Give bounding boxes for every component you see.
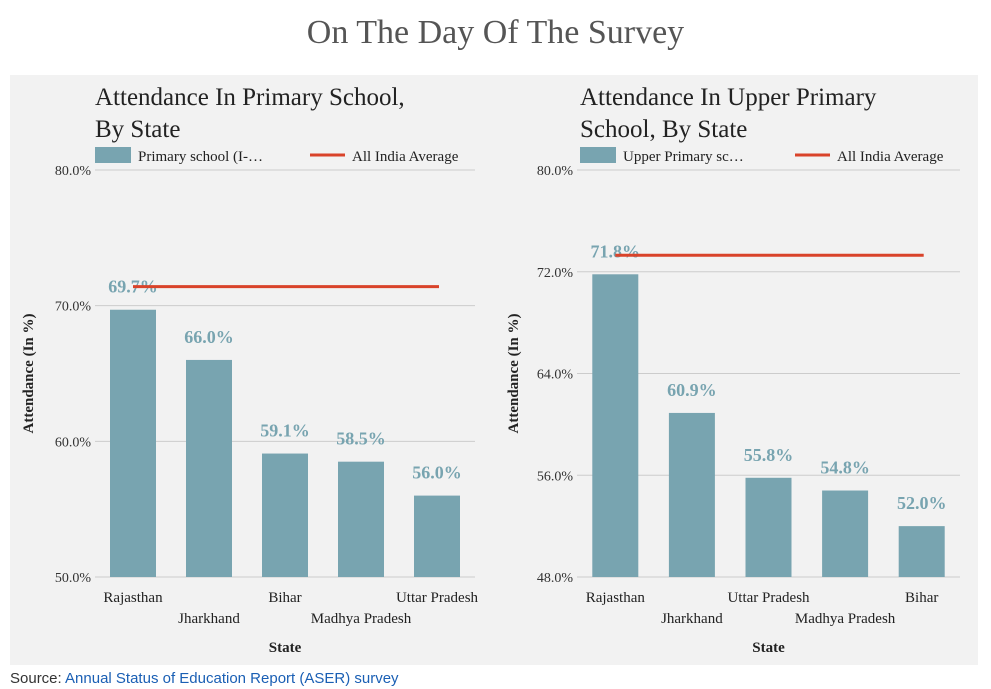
- chart-title: By State: [95, 116, 180, 143]
- legend-bar-swatch: [580, 147, 616, 163]
- x-tick-label: Bihar: [905, 590, 938, 606]
- y-tick-label: 50.0%: [55, 571, 92, 586]
- y-tick-label: 48.0%: [537, 571, 574, 586]
- legend-bar-label: Upper Primary sc…: [623, 149, 744, 165]
- x-tick-label: Jharkhand: [661, 611, 723, 627]
- y-tick-label: 80.0%: [55, 164, 92, 179]
- bar: [262, 453, 308, 577]
- bar: [668, 412, 715, 577]
- y-tick-label: 60.0%: [55, 435, 92, 450]
- x-axis-title: State: [269, 640, 302, 656]
- y-tick-label: 56.0%: [537, 469, 574, 484]
- x-tick-label: Uttar Pradesh: [396, 590, 479, 606]
- x-tick-label: Rajasthan: [103, 590, 163, 606]
- charts-panel: [10, 75, 978, 665]
- data-label: 66.0%: [184, 327, 234, 347]
- data-label: 56.0%: [412, 463, 462, 483]
- x-tick-label: Madhya Pradesh: [311, 611, 412, 627]
- chart-title: Attendance In Upper Primary: [580, 84, 877, 111]
- legend-average-label: All India Average: [837, 149, 944, 165]
- data-label: 58.5%: [336, 429, 386, 449]
- source-link[interactable]: Annual Status of Education Report (ASER)…: [65, 670, 399, 687]
- x-tick-label: Uttar Pradesh: [727, 590, 810, 606]
- legend-average-label: All India Average: [352, 149, 459, 165]
- x-tick-label: Madhya Pradesh: [795, 611, 896, 627]
- y-axis-title: Attendance (In %): [21, 314, 37, 434]
- bar: [822, 490, 869, 577]
- page-title: On The Day Of The Survey: [306, 14, 685, 51]
- bar: [338, 461, 384, 577]
- data-label: 71.8%: [591, 241, 641, 261]
- y-tick-label: 72.0%: [537, 266, 574, 281]
- data-label: 59.1%: [260, 421, 310, 441]
- y-tick-label: 80.0%: [537, 164, 574, 179]
- data-label: 52.0%: [897, 493, 947, 513]
- y-tick-label: 70.0%: [55, 300, 92, 315]
- data-label: 55.8%: [744, 445, 794, 465]
- legend-bar-swatch: [95, 147, 131, 163]
- chart-title: School, By State: [580, 116, 747, 143]
- x-tick-label: Jharkhand: [178, 611, 240, 627]
- bar: [745, 477, 792, 577]
- bar: [898, 526, 945, 577]
- bar: [592, 274, 639, 577]
- data-label: 54.8%: [820, 458, 870, 478]
- bar: [110, 309, 156, 577]
- x-tick-label: Rajasthan: [586, 590, 646, 606]
- bar: [186, 359, 232, 577]
- y-tick-label: 64.0%: [537, 368, 574, 383]
- source-note: Source: Annual Status of Education Repor…: [10, 670, 399, 687]
- legend-bar-label: Primary school (I-…: [138, 149, 263, 165]
- x-axis-title: State: [752, 640, 785, 656]
- source-label: Source:: [10, 670, 62, 687]
- bar: [414, 495, 460, 577]
- chart-title: Attendance In Primary School,: [95, 84, 405, 111]
- y-axis-title: Attendance (In %): [506, 314, 522, 434]
- x-tick-label: Bihar: [268, 590, 301, 606]
- data-label: 60.9%: [667, 380, 717, 400]
